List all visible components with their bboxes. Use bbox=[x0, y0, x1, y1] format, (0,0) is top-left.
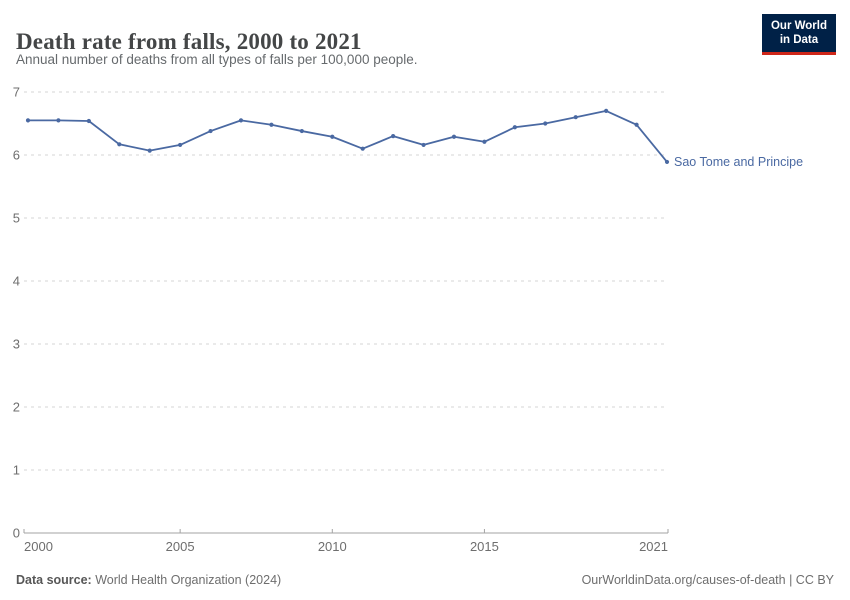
y-tick-label: 6 bbox=[13, 148, 20, 163]
data-point-marker bbox=[482, 139, 487, 144]
x-tick-label: 2000 bbox=[24, 539, 53, 554]
data-point-marker bbox=[117, 142, 122, 147]
data-point-marker bbox=[147, 148, 152, 153]
data-point-marker bbox=[604, 108, 609, 113]
x-tick-label: 2010 bbox=[318, 539, 347, 554]
data-point-marker bbox=[86, 118, 91, 124]
series-end-label: Sao Tome and Principe bbox=[674, 155, 803, 169]
owid-logo-line1: Our World bbox=[770, 20, 827, 32]
data-point-marker bbox=[543, 121, 548, 126]
y-tick-label: 4 bbox=[13, 274, 20, 289]
owid-logo: Our World in Data bbox=[761, 14, 836, 55]
y-tick-label: 1 bbox=[13, 463, 20, 478]
data-point-marker bbox=[634, 122, 639, 127]
owid-logo-line2: in Data bbox=[779, 34, 819, 47]
y-tick-label: 5 bbox=[13, 211, 20, 226]
data-point-marker bbox=[330, 134, 335, 139]
line-chart: 0 1 2 3 4 5 6 7 2000 2005 2010 2015 2021 Sao Tome and… bbox=[13, 85, 803, 554]
data-point-marker bbox=[56, 118, 61, 123]
y-tick-label: 0 bbox=[13, 526, 20, 541]
page-title: Death rate from falls, 2000 to 2021 bbox=[16, 29, 362, 55]
data-point-marker bbox=[573, 115, 578, 120]
data-point-marker bbox=[360, 146, 365, 151]
data-point-marker bbox=[25, 118, 31, 123]
y-tick-label: 2 bbox=[13, 400, 20, 415]
data-point-marker bbox=[664, 159, 670, 165]
y-tick-label: 7 bbox=[13, 85, 20, 100]
data-point-marker bbox=[238, 118, 244, 123]
data-source-value: World Health Organization (2024) bbox=[91, 573, 282, 587]
y-tick-label: 3 bbox=[13, 337, 20, 352]
data-source-label: Data source: bbox=[16, 573, 92, 587]
attribution-note: OurWorldinData.org/causes-of-death | CC … bbox=[581, 573, 834, 587]
data-source-note: Data source: World Health Organization (… bbox=[16, 573, 281, 587]
x-tick-label: 2015 bbox=[470, 539, 499, 554]
data-point-marker bbox=[178, 142, 183, 148]
data-point-marker bbox=[391, 134, 396, 139]
chart-footer: Data source: World Health Organization (… bbox=[16, 573, 834, 587]
x-tick-label: 2021 bbox=[639, 539, 668, 554]
data-point-marker bbox=[269, 122, 274, 127]
data-point-marker bbox=[451, 134, 457, 139]
x-tick-label: 2005 bbox=[166, 539, 195, 554]
chart-subtitle: Annual number of deaths from all types o… bbox=[16, 52, 418, 67]
data-point-marker bbox=[208, 128, 213, 134]
data-point-marker bbox=[299, 128, 304, 134]
data-point-marker bbox=[512, 125, 517, 130]
data-point-marker bbox=[421, 142, 426, 148]
series-line bbox=[27, 109, 668, 163]
